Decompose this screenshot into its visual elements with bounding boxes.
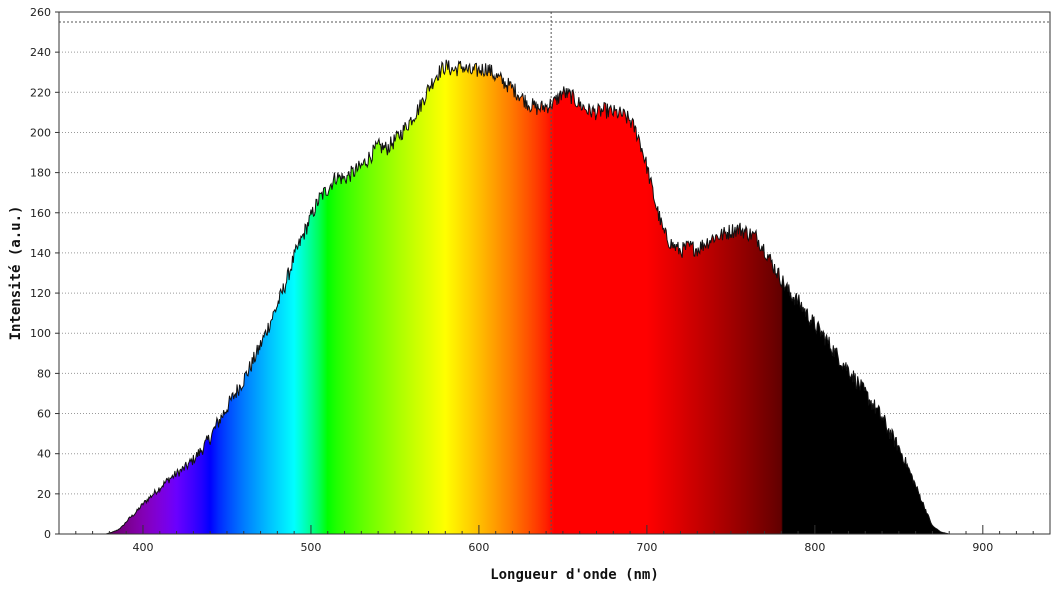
x-tick-label: 500 — [300, 541, 321, 554]
y-tick-label: 260 — [30, 6, 51, 19]
y-tick-label: 220 — [30, 86, 51, 99]
y-tick-label: 140 — [30, 247, 51, 260]
y-axis-title: Intensité (a.u.) — [8, 206, 24, 341]
x-tick-label: 700 — [636, 541, 657, 554]
plot-frame — [58, 11, 1051, 535]
y-tick-label: 240 — [30, 46, 51, 59]
x-axis-title: Longueur d'onde (nm) — [490, 567, 659, 583]
y-axis: 0 20 40 60 80 100 120 140 160 180 200 220 240 260 — [30, 6, 59, 541]
y-tick-label: 80 — [37, 367, 51, 380]
spectrum-area — [67, 59, 950, 534]
y-tick-label: 160 — [30, 207, 51, 220]
x-tick-label: 400 — [132, 541, 153, 554]
y-tick-label: 120 — [30, 287, 51, 300]
x-tick-label: 900 — [972, 541, 993, 554]
x-axis: 400 500 600 700 800 900 — [58, 525, 1051, 554]
y-tick-label: 0 — [44, 528, 51, 541]
x-tick-label: 600 — [468, 541, 489, 554]
x-tick-label: 800 — [804, 541, 825, 554]
y-tick-label: 40 — [37, 448, 51, 461]
y-tick-label: 100 — [30, 327, 51, 340]
spectrum-line — [67, 59, 950, 534]
y-tick-label: 200 — [30, 126, 51, 139]
y-tick-label: 20 — [37, 488, 51, 501]
y-tick-label: 60 — [37, 408, 51, 421]
y-tick-label: 180 — [30, 167, 51, 180]
